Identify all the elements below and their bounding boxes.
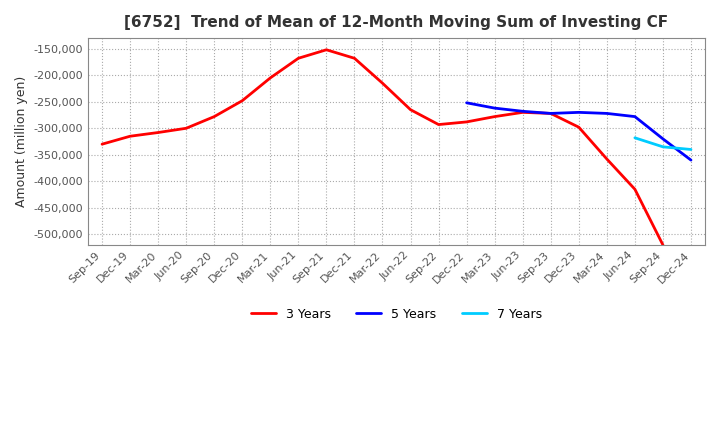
5 Years [575, 110, 583, 115]
3 Years [182, 126, 191, 131]
3 Years [518, 110, 527, 115]
5 Years [546, 111, 555, 116]
7 Years [631, 135, 639, 140]
3 Years [462, 119, 471, 125]
3 Years [266, 75, 274, 81]
3 Years [378, 81, 387, 86]
5 Years [687, 158, 696, 163]
7 Years [687, 147, 696, 152]
3 Years [575, 125, 583, 130]
5 Years [462, 100, 471, 106]
5 Years [631, 114, 639, 119]
Line: 7 Years: 7 Years [635, 138, 691, 150]
3 Years [210, 114, 219, 119]
Y-axis label: Amount (million yen): Amount (million yen) [15, 76, 28, 207]
3 Years [406, 107, 415, 112]
3 Years [603, 156, 611, 161]
3 Years [294, 55, 302, 61]
5 Years [490, 106, 499, 111]
3 Years [238, 98, 247, 103]
3 Years [322, 47, 330, 52]
3 Years [546, 111, 555, 116]
Line: 3 Years: 3 Years [102, 50, 663, 245]
3 Years [154, 130, 163, 135]
Title: [6752]  Trend of Mean of 12-Month Moving Sum of Investing CF: [6752] Trend of Mean of 12-Month Moving … [125, 15, 669, 30]
5 Years [518, 109, 527, 114]
3 Years [126, 134, 135, 139]
5 Years [659, 136, 667, 142]
3 Years [631, 187, 639, 192]
3 Years [434, 122, 443, 127]
3 Years [659, 242, 667, 248]
3 Years [350, 55, 359, 61]
Line: 5 Years: 5 Years [467, 103, 691, 160]
3 Years [98, 142, 107, 147]
7 Years [659, 144, 667, 150]
3 Years [490, 114, 499, 119]
5 Years [603, 111, 611, 116]
Legend: 3 Years, 5 Years, 7 Years: 3 Years, 5 Years, 7 Years [246, 303, 546, 326]
